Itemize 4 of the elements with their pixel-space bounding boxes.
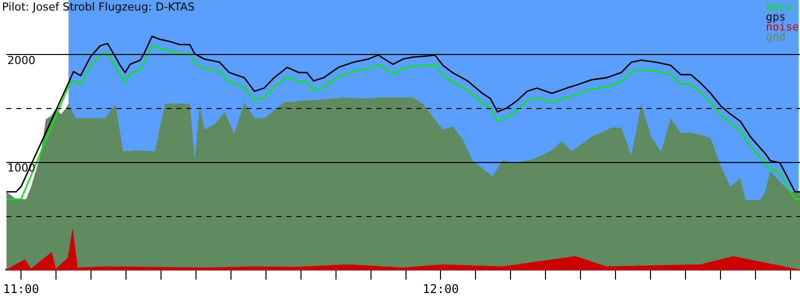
x-tick-label: 12:00 xyxy=(422,282,459,296)
text: gnd xyxy=(766,30,786,44)
y-tick-label: 2000 xyxy=(7,54,36,67)
x-tick-label: 11:00 xyxy=(3,282,40,296)
